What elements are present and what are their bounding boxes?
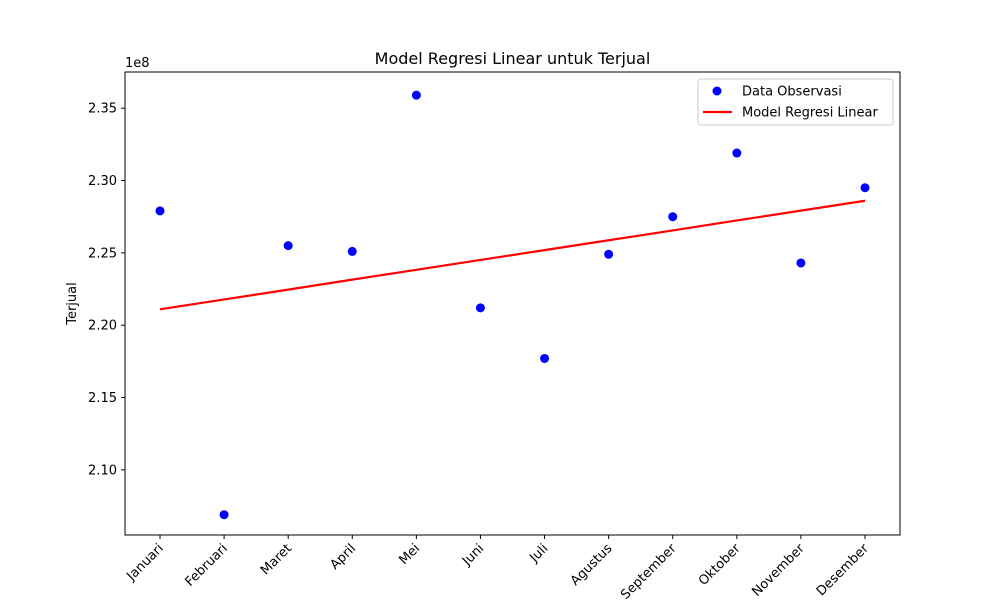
x-tick-label: Maret <box>258 541 295 578</box>
x-tick-label: Juni <box>459 541 487 569</box>
y-tick-label: 2.10 <box>88 463 117 478</box>
x-tick-label: Agustus <box>568 541 616 589</box>
legend-marker-scatter <box>712 86 722 96</box>
x-tick-label: Juli <box>526 541 551 566</box>
data-point <box>347 246 357 256</box>
data-point <box>604 249 614 259</box>
regression-line <box>159 199 866 311</box>
x-tick-label: April <box>327 541 359 573</box>
legend-label: Data Observasi <box>742 85 842 100</box>
x-tick-label: Mei <box>396 541 423 568</box>
x-tick-label: September <box>618 541 680 600</box>
x-ticks: Januari Februari Maret April Mei Juni Juli Agus… <box>124 535 872 600</box>
chart-title: Model Regresi Linear untuk Terjual <box>375 49 651 68</box>
y-ticks: 2.10 2.15 2.20 2.25 2.30 2.35 <box>88 102 125 478</box>
data-point <box>219 510 229 520</box>
y-offset-text: 1e8 <box>125 56 150 71</box>
y-tick-label: 2.25 <box>88 246 117 261</box>
data-point <box>860 183 870 193</box>
data-point <box>475 303 485 313</box>
data-point <box>155 206 165 216</box>
data-point <box>668 212 678 222</box>
y-tick-label: 2.15 <box>88 391 117 406</box>
legend-label: Model Regresi Linear <box>742 106 878 121</box>
x-tick-label: Oktober <box>696 541 744 589</box>
plot-area <box>155 90 870 520</box>
y-tick-label: 2.20 <box>88 319 117 334</box>
plot-frame <box>124 71 901 536</box>
data-point <box>283 241 293 251</box>
data-point <box>796 258 806 268</box>
legend: Data Observasi Model Regresi Linear <box>697 78 894 126</box>
y-axis-label: Terjual <box>65 282 80 326</box>
y-tick-label: 2.35 <box>88 102 117 117</box>
x-tick-label: November <box>749 541 808 600</box>
x-tick-label: Desember <box>814 541 872 599</box>
y-tick-label: 2.30 <box>88 174 117 189</box>
data-point <box>540 353 550 363</box>
x-tick-label: Januari <box>124 541 167 584</box>
data-point <box>732 148 742 158</box>
data-point <box>411 90 421 100</box>
x-tick-label: Februari <box>182 541 230 589</box>
legend-box <box>697 78 894 126</box>
